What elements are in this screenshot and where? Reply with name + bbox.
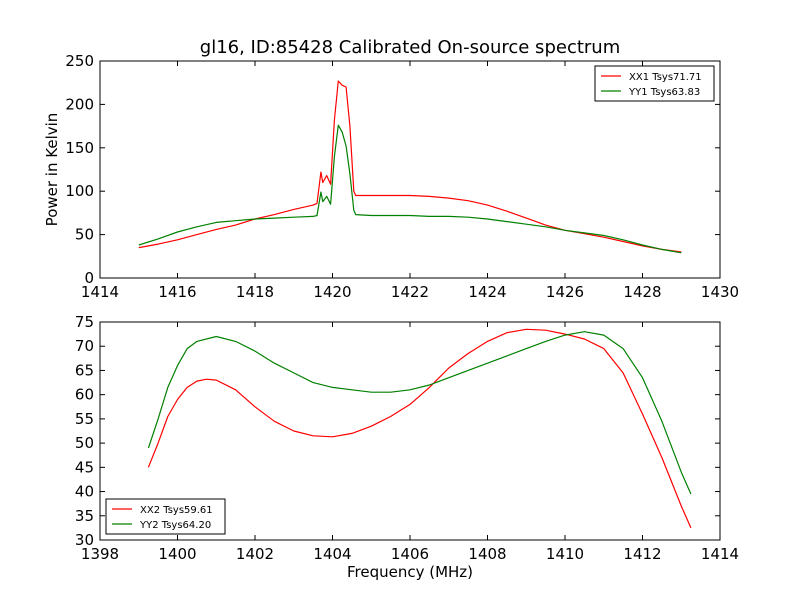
x-tick-label: 1418 — [236, 283, 274, 301]
y-tick-label: 100 — [65, 182, 94, 200]
x-tick-label: 1416 — [158, 283, 196, 301]
legend-label-2: YY1 Tsys63.83 — [628, 87, 700, 98]
x-tick-label: 1424 — [468, 283, 506, 301]
top-chart: 1414 1416 1418 1420 1422 1424 1426 1428 1430 0 50 1… — [43, 37, 739, 301]
y-tick-label: 0 — [84, 269, 94, 287]
y-tick-label: 150 — [65, 139, 94, 157]
x-tick-label: 1406 — [391, 545, 429, 563]
bottom-chart: 1398 1400 1402 1404 1406 1408 1410 1412 1414 30 35… — [75, 313, 739, 581]
x-tick-label: 1410 — [546, 545, 584, 563]
y-tick-label: 50 — [75, 434, 94, 452]
y-tick-label: 250 — [65, 52, 94, 70]
x-axis-label: Frequency (MHz) — [347, 563, 473, 581]
legend-label-2: YY2 Tsys64.20 — [139, 520, 211, 531]
x-tick-label: 1408 — [468, 545, 506, 563]
x-tick-label: 1398 — [81, 545, 119, 563]
x-tick-label: 1414 — [81, 283, 119, 301]
y-tick-label: 70 — [75, 337, 94, 355]
legend: XX2 Tsys59.61 YY2 Tsys64.20 — [105, 498, 226, 535]
y-tick-label: 65 — [75, 361, 94, 379]
x-tick-label: 1414 — [701, 545, 739, 563]
y-tick-label: 55 — [75, 410, 94, 428]
x-tick-label: 1428 — [623, 283, 661, 301]
legend-box — [594, 65, 715, 102]
y-tick-label: 200 — [65, 95, 94, 113]
y-tick-label: 50 — [75, 226, 94, 244]
y-tick-label: 60 — [75, 386, 94, 404]
legend: XX1 Tsys71.71 YY1 Tsys63.83 — [594, 65, 715, 102]
x-tick-label: 1402 — [236, 545, 274, 563]
x-tick-label: 1426 — [546, 283, 584, 301]
y-tick-label: 45 — [75, 458, 94, 476]
y-tick-label: 35 — [75, 507, 94, 525]
series-line-2 — [138, 124, 682, 254]
y-tick-label: 75 — [75, 313, 94, 331]
x-tick-label: 1404 — [313, 545, 351, 563]
series-line-1 — [147, 328, 692, 529]
y-tick-label: 30 — [75, 531, 94, 549]
x-tick-label: 1422 — [391, 283, 429, 301]
y-tick-label: 40 — [75, 483, 94, 501]
legend-label-1: XX2 Tsys59.61 — [140, 505, 213, 516]
x-tick-label: 1412 — [623, 545, 661, 563]
series-line-2 — [147, 331, 692, 495]
legend-label-1: XX1 Tsys71.71 — [629, 72, 702, 83]
x-tick-label: 1400 — [158, 545, 196, 563]
chart-title: gl16, ID:85428 Calibrated On-source spec… — [200, 37, 620, 58]
legend-box — [105, 498, 226, 535]
x-tick-label: 1420 — [313, 283, 351, 301]
y-axis-label: Power in Kelvin — [43, 113, 61, 227]
x-tick-label: 1430 — [701, 283, 739, 301]
